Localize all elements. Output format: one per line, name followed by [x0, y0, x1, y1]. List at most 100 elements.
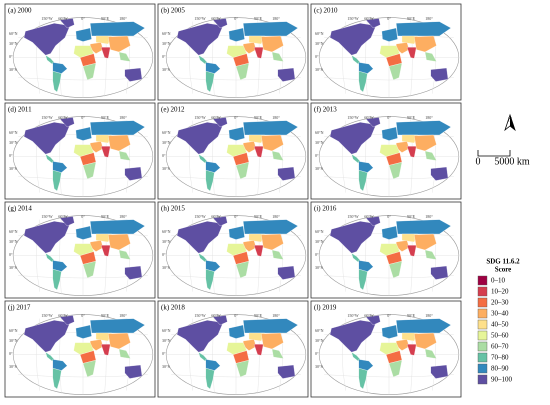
- lon-label: 150°W: [41, 16, 53, 21]
- lat-label: 30°S: [9, 166, 17, 171]
- world-map: [12, 17, 154, 98]
- panel-label: (d) 2011: [8, 106, 32, 114]
- world-map: [318, 17, 460, 98]
- panel-label: (f) 2013: [314, 106, 337, 114]
- lon-label: 180°: [272, 115, 280, 120]
- lon-label: 60°W: [58, 214, 68, 219]
- legend-label: 20–30: [491, 299, 509, 307]
- lon-label: 0°: [234, 115, 238, 120]
- legend-label: 90–100: [491, 376, 513, 384]
- lat-label: 30°N: [162, 338, 171, 343]
- panel-label: (h) 2015: [161, 205, 185, 213]
- lat-label: 0°: [162, 351, 166, 356]
- scale-start: 0: [476, 156, 481, 167]
- lat-label: 30°S: [162, 364, 170, 369]
- lat-label: 0°: [315, 54, 319, 59]
- lon-label: 180°: [119, 214, 127, 219]
- lon-label: 180°: [425, 115, 433, 120]
- panel-label: (g) 2014: [8, 205, 32, 213]
- lon-label: 90°E: [407, 115, 416, 120]
- lon-label: 150°W: [347, 16, 359, 21]
- lon-label: 60°W: [364, 16, 374, 21]
- lon-label: 0°: [81, 16, 85, 21]
- panel-label: (l) 2019: [314, 304, 337, 312]
- map-panel: (b) 2005 150°W 60°W 0° 90°E 180° 60°N 30°N 0° 30°…: [157, 3, 309, 101]
- world-map: [165, 116, 307, 197]
- lon-label: 90°E: [101, 313, 110, 318]
- map-panel: (j) 2017 150°W 60°W 0° 90°E 180° 60°N 30°N 0° 30°…: [4, 300, 156, 398]
- lat-label: 30°N: [9, 338, 18, 343]
- lat-label: 30°S: [162, 265, 170, 270]
- panel-label: (i) 2016: [314, 205, 337, 213]
- lon-label: 60°W: [364, 115, 374, 120]
- lon-label: 180°: [425, 214, 433, 219]
- world-map: [165, 17, 307, 98]
- lon-label: 90°E: [254, 115, 263, 120]
- lat-label: 30°S: [9, 265, 17, 270]
- lon-label: 180°: [272, 16, 280, 21]
- lon-label: 0°: [81, 313, 85, 318]
- world-map: [165, 215, 307, 296]
- lon-label: 0°: [81, 115, 85, 120]
- lon-label: 150°W: [41, 313, 53, 318]
- map-panel: (g) 2014 150°W 60°W 0° 90°E 180° 60°N 30°N 0° 30°…: [4, 201, 156, 299]
- legend-label: 30–40: [491, 310, 509, 318]
- map-panel: (e) 2012 150°W 60°W 0° 90°E 180° 60°N 30°N 0° 30°…: [157, 102, 309, 200]
- lon-label: 180°: [119, 115, 127, 120]
- lat-label: 30°S: [315, 364, 323, 369]
- lat-label: 30°N: [162, 140, 171, 145]
- legend-swatch: [477, 352, 488, 363]
- lat-label: 60°N: [9, 31, 18, 36]
- legend-label: 40–50: [491, 321, 509, 329]
- lon-label: 60°W: [211, 313, 221, 318]
- lat-label: 30°N: [315, 338, 324, 343]
- lon-label: 0°: [387, 313, 391, 318]
- legend-label: 50–60: [491, 332, 509, 340]
- lat-label: 0°: [162, 54, 166, 59]
- legend-label: 0–10: [491, 277, 506, 285]
- panel-label: (j) 2017: [8, 304, 31, 312]
- map-panel: (c) 2010 150°W 60°W 0° 90°E 180° 60°N 30°N 0° 30°…: [310, 3, 462, 101]
- north-arrow-half: [510, 115, 515, 130]
- legend-swatch: [477, 286, 488, 297]
- lon-label: 180°: [425, 313, 433, 318]
- panel-label: (b) 2005: [161, 7, 185, 15]
- lon-label: 60°W: [211, 16, 221, 21]
- lat-label: 0°: [9, 153, 13, 158]
- lon-label: 150°W: [41, 115, 53, 120]
- lon-label: 0°: [387, 16, 391, 21]
- lat-label: 0°: [9, 351, 13, 356]
- lat-label: 30°N: [162, 239, 171, 244]
- world-map: [12, 116, 154, 197]
- lon-label: 90°E: [254, 16, 263, 21]
- lon-label: 60°W: [211, 214, 221, 219]
- panel-label: (e) 2012: [161, 106, 185, 114]
- map-panel: (d) 2011 150°W 60°W 0° 90°E 180° 60°N 30°N 0° 30°…: [4, 102, 156, 200]
- legend-swatch: [477, 374, 488, 385]
- lon-label: 0°: [234, 313, 238, 318]
- lon-label: 150°W: [347, 214, 359, 219]
- legend-swatch: [477, 319, 488, 330]
- lon-label: 0°: [234, 214, 238, 219]
- lat-label: 60°N: [9, 328, 18, 333]
- lon-label: 150°W: [194, 115, 206, 120]
- lon-label: 180°: [119, 313, 127, 318]
- lon-label: 180°: [272, 313, 280, 318]
- lon-label: 0°: [81, 214, 85, 219]
- lat-label: 30°N: [162, 41, 171, 46]
- lat-label: 60°N: [162, 130, 171, 135]
- world-map: [12, 314, 154, 395]
- scale-end: 5000 km: [494, 156, 530, 167]
- lon-label: 0°: [387, 214, 391, 219]
- lat-label: 60°N: [162, 31, 171, 36]
- lon-label: 90°E: [407, 214, 416, 219]
- lat-label: 60°N: [9, 229, 18, 234]
- map-panel: (h) 2015 150°W 60°W 0° 90°E 180° 60°N 30°N 0° 30°…: [157, 201, 309, 299]
- lon-label: 90°E: [101, 214, 110, 219]
- lat-label: 0°: [162, 153, 166, 158]
- lat-label: 30°N: [9, 41, 18, 46]
- lon-label: 60°W: [58, 16, 68, 21]
- legend-swatch: [477, 330, 488, 341]
- lon-label: 150°W: [194, 313, 206, 318]
